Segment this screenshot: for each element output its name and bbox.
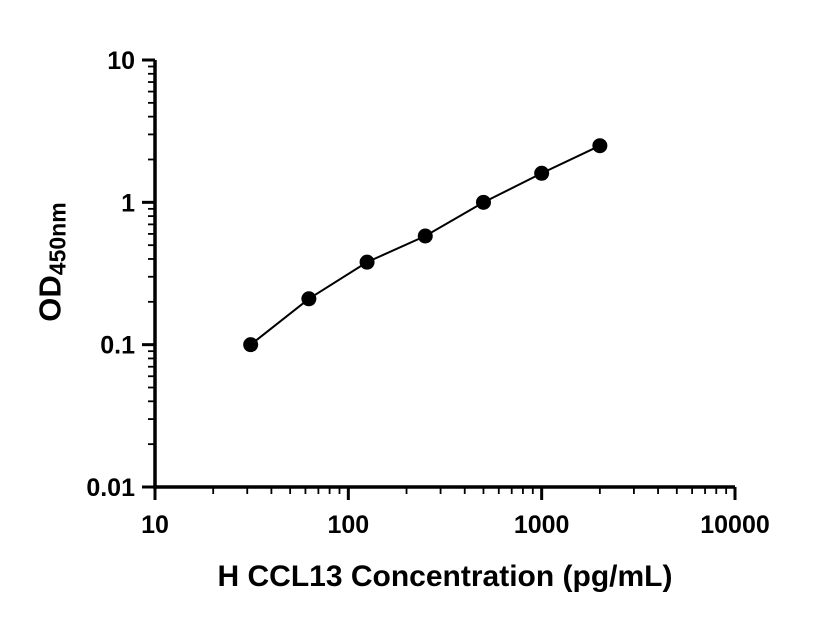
- x-tick-label: 10000: [700, 511, 770, 539]
- data-point: [417, 228, 433, 244]
- y-axis-title: OD450nm: [33, 202, 72, 321]
- x-tick-label: 100: [327, 511, 369, 539]
- y-tick-label: 10: [107, 47, 135, 75]
- y-axis-title-subscript: 450nm: [44, 202, 71, 276]
- x-axis-title: H CCL13 Concentration (pg/mL): [217, 560, 673, 593]
- y-tick-label: 1: [121, 189, 135, 217]
- data-point: [359, 254, 375, 270]
- x-tick-label: 1000: [514, 511, 570, 539]
- y-tick-label: 0.01: [86, 474, 135, 502]
- y-axis-title-main: OD: [32, 275, 68, 322]
- data-point: [592, 138, 608, 154]
- data-point: [475, 194, 491, 210]
- data-point: [301, 291, 317, 307]
- data-point: [534, 165, 550, 181]
- x-tick-label: 10: [141, 511, 169, 539]
- data-point: [243, 337, 259, 353]
- y-tick-label: 0.1: [100, 332, 135, 360]
